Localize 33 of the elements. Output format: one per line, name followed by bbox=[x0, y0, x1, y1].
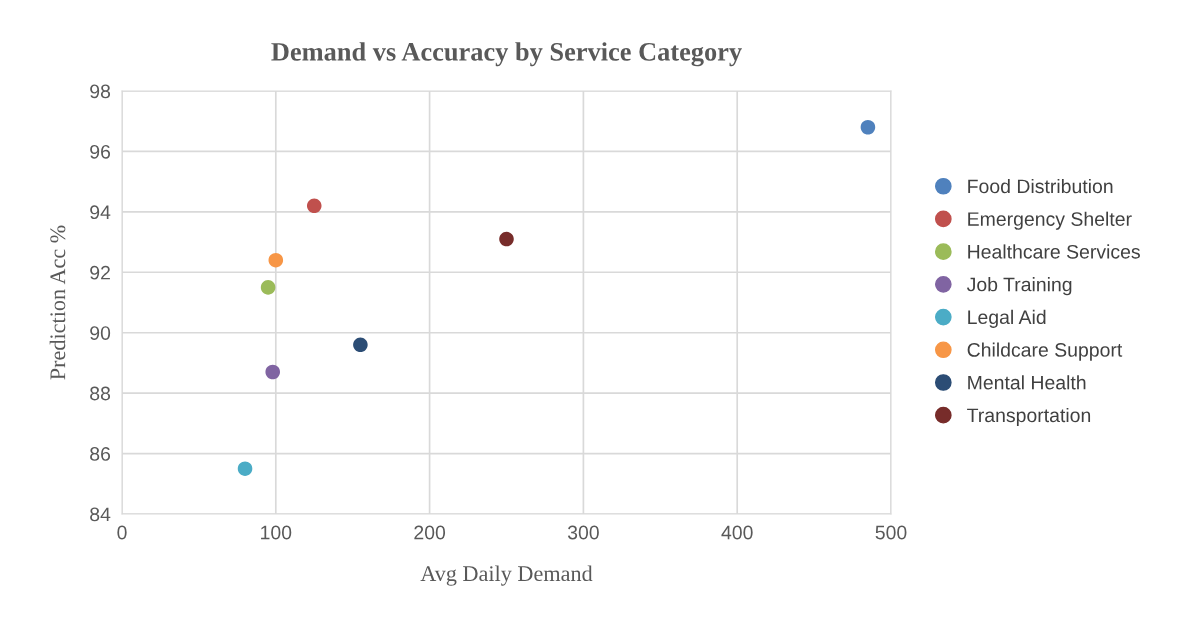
y-tick-label: 86 bbox=[90, 447, 111, 461]
x-tick-label: 200 bbox=[414, 525, 446, 540]
x-tick-label: 300 bbox=[567, 525, 599, 540]
legend-label: Mental Health bbox=[968, 375, 1086, 390]
y-tick-label: 88 bbox=[90, 386, 111, 401]
y-tick-label: 92 bbox=[90, 265, 110, 280]
legend-label: Legal Aid bbox=[968, 309, 1046, 328]
legend-label: Food Distribution bbox=[968, 178, 1113, 194]
x-tick-label: 400 bbox=[721, 525, 753, 540]
legend-label: Childcare Support bbox=[967, 342, 1123, 361]
x-tick-label: 100 bbox=[261, 525, 292, 540]
chart-title: Demand vs Accuracy by Service Category bbox=[271, 42, 742, 67]
point bbox=[306, 198, 322, 214]
x-tick-label: 0 bbox=[117, 525, 127, 540]
point bbox=[268, 252, 284, 268]
point bbox=[499, 231, 514, 247]
y-tick-label: 90 bbox=[90, 326, 111, 340]
y-tick-label: 94 bbox=[90, 205, 111, 220]
point bbox=[353, 337, 368, 353]
point bbox=[260, 280, 276, 295]
point bbox=[237, 461, 253, 476]
y-tick-label: 96 bbox=[90, 144, 111, 159]
y-axis-title: Prediction Acc % bbox=[49, 225, 66, 380]
legend-label: Emergency Shelter bbox=[968, 211, 1132, 230]
point bbox=[265, 364, 281, 380]
x-axis-title: Avg Daily Demand bbox=[420, 565, 593, 586]
y-tick-label: 98 bbox=[90, 84, 111, 99]
x-tick-label: 500 bbox=[875, 525, 907, 540]
y-tick-label: 84 bbox=[90, 507, 111, 522]
legend-label: Healthcare Services bbox=[968, 244, 1140, 259]
legend-label: Job Training bbox=[966, 277, 1072, 296]
point bbox=[860, 119, 876, 135]
legend-label: Transportation bbox=[967, 407, 1091, 427]
